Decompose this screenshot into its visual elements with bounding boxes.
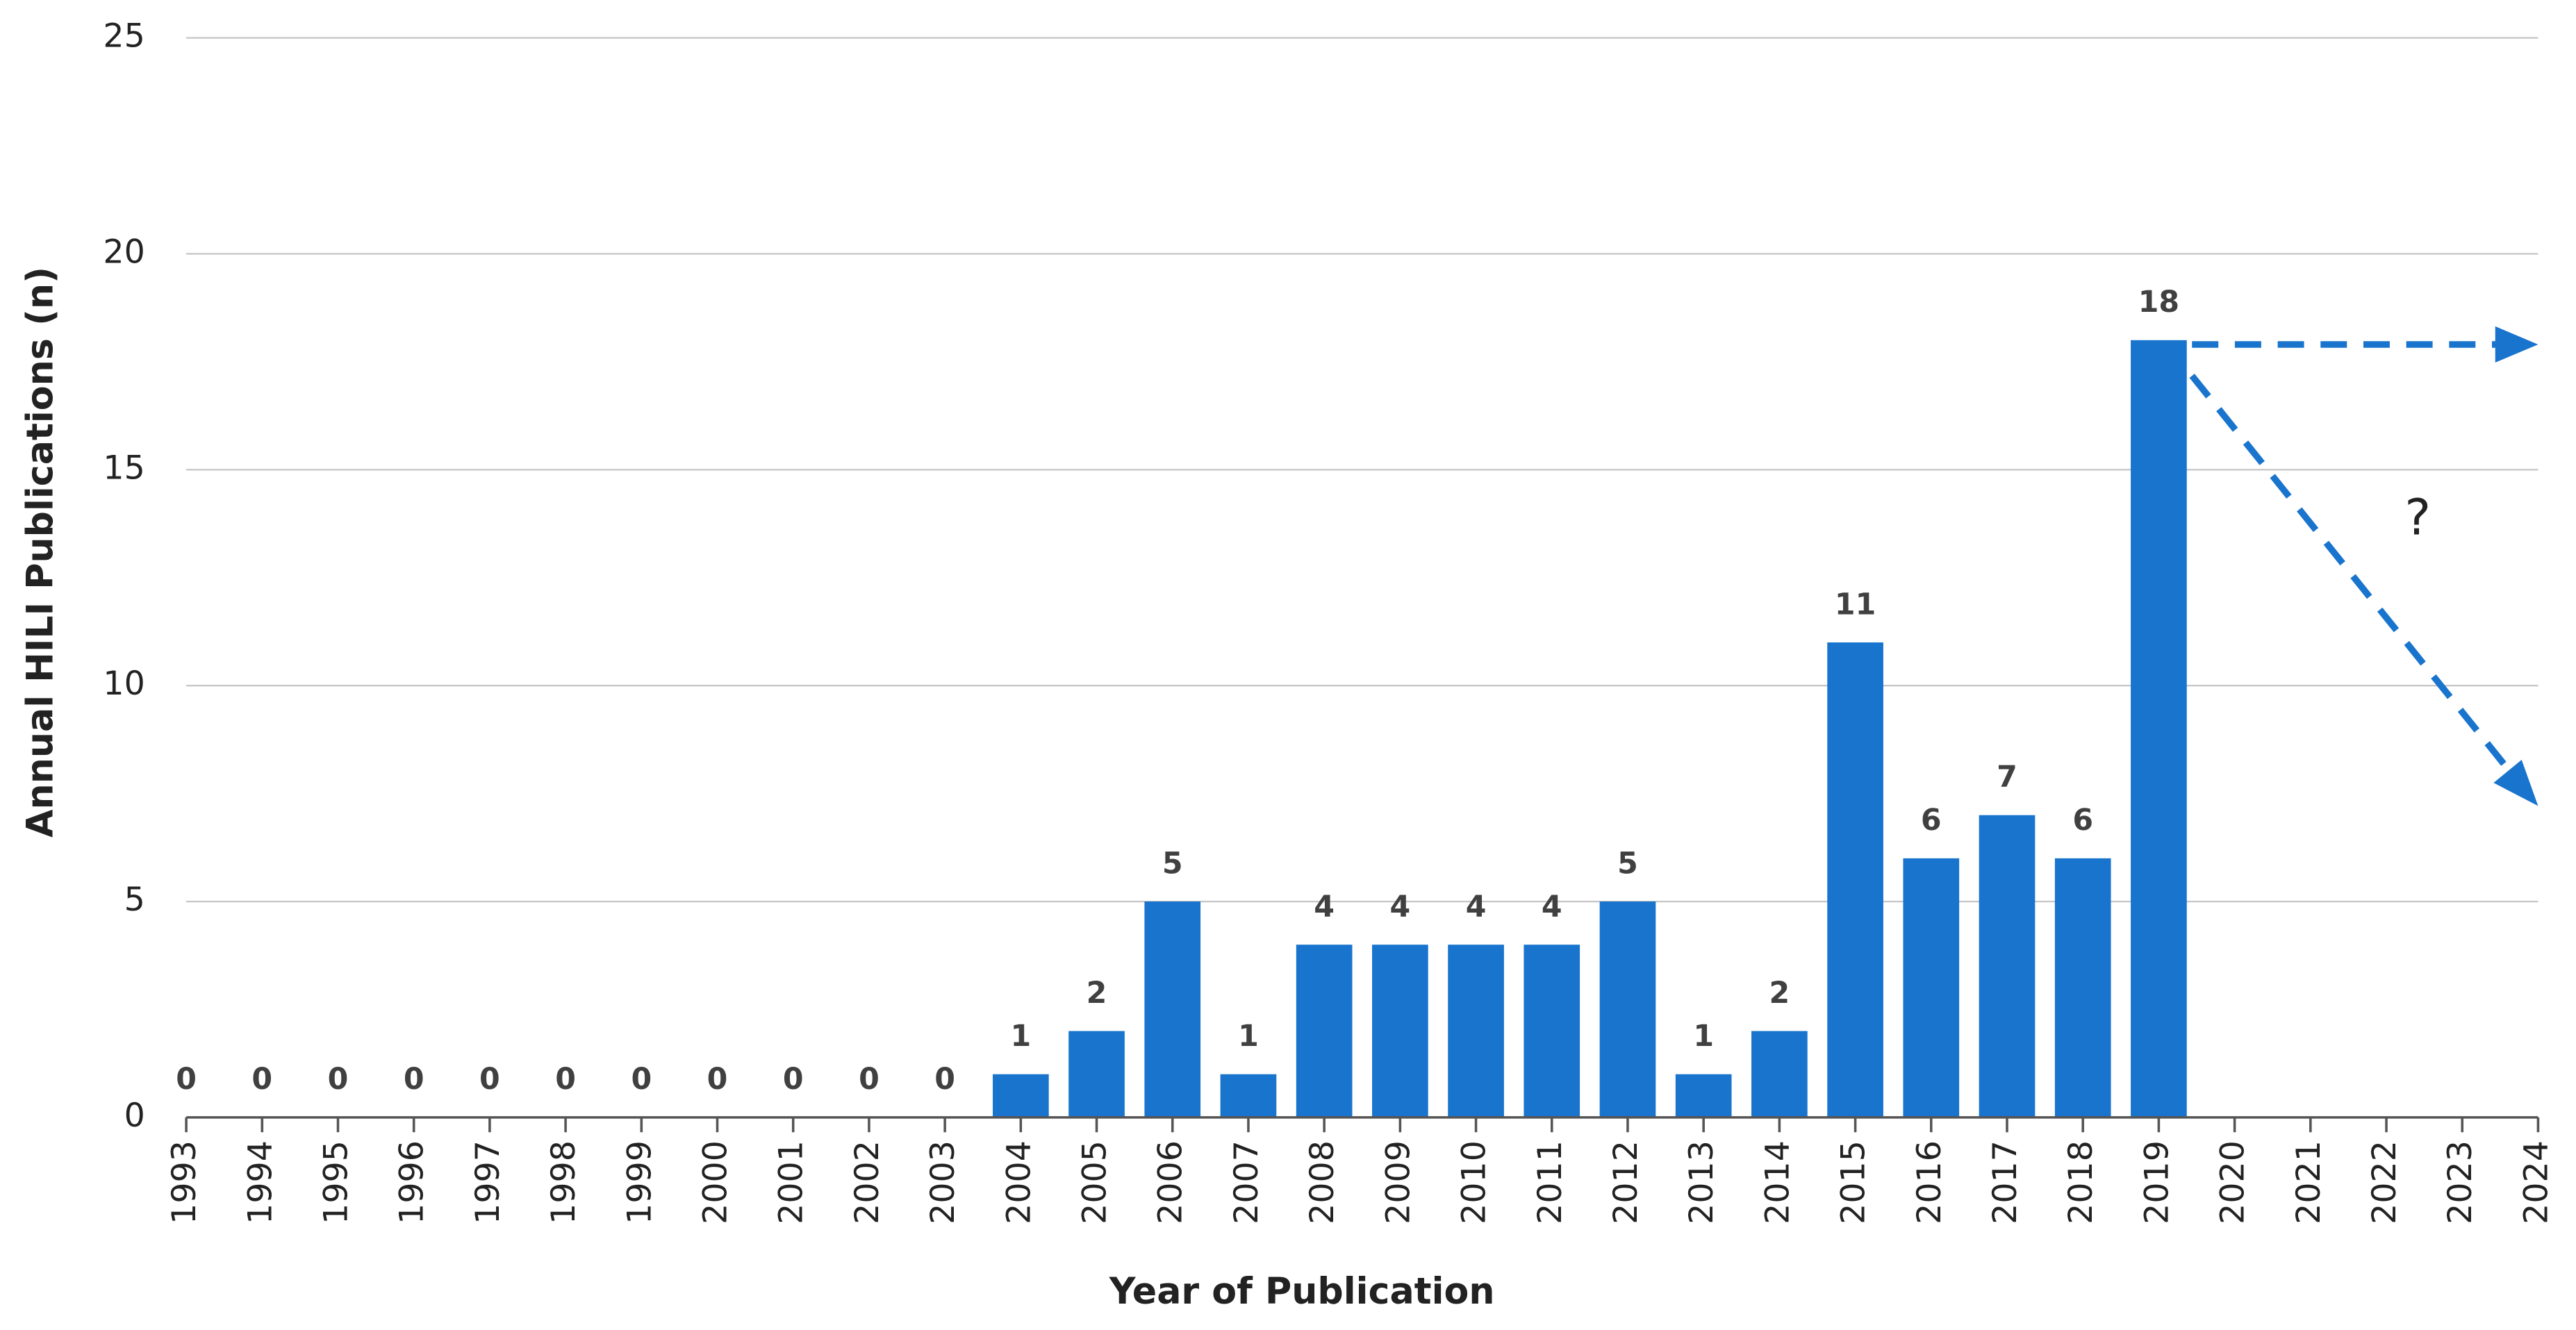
data-label: 6 <box>1921 803 1942 838</box>
y-axis-title: Annual HILI Publications (n) <box>20 267 62 838</box>
data-label: 6 <box>2072 803 2093 838</box>
data-label: 4 <box>1466 889 1487 924</box>
y-tick-label: 10 <box>103 665 145 703</box>
data-label: 0 <box>404 1062 424 1097</box>
x-tick-label: 2017 <box>1986 1140 2024 1224</box>
arrowhead <box>2495 326 2538 363</box>
x-tick-label: 1994 <box>241 1140 279 1224</box>
data-label: 2 <box>1087 976 1107 1011</box>
bar <box>1448 945 1504 1117</box>
x-tick-label: 2006 <box>1152 1140 1190 1224</box>
data-label: 5 <box>1617 846 1638 881</box>
x-tick-label: 2020 <box>2214 1140 2252 1224</box>
data-label: 0 <box>783 1062 804 1097</box>
data-label: 0 <box>934 1062 955 1097</box>
x-tick-label: 1997 <box>469 1140 507 1224</box>
y-tick-label: 15 <box>103 449 145 487</box>
x-tick-label: 2002 <box>848 1140 886 1224</box>
arrow-down <box>2189 374 2511 772</box>
bar <box>1144 901 1201 1117</box>
bar <box>1751 1031 1808 1117</box>
x-tick-label: 1998 <box>545 1140 583 1224</box>
bar <box>1979 815 2036 1117</box>
bar <box>1524 945 1580 1117</box>
bar <box>1675 1074 1732 1117</box>
x-tick-label: 2001 <box>773 1140 811 1224</box>
data-label: 5 <box>1162 846 1183 881</box>
x-tick-label: 2008 <box>1303 1140 1341 1224</box>
data-label: 4 <box>1314 889 1335 924</box>
bar <box>1599 901 1656 1117</box>
x-tick-label: 2014 <box>1758 1140 1797 1224</box>
bar <box>993 1074 1049 1117</box>
x-tick-label: 2019 <box>2138 1140 2176 1224</box>
data-label: 18 <box>2138 285 2179 319</box>
y-tick-label: 20 <box>103 233 145 271</box>
annotation: ? <box>2404 488 2431 546</box>
x-tick-label: 2011 <box>1531 1140 1569 1224</box>
y-tick-label: 5 <box>124 881 145 919</box>
data-label: 4 <box>1542 889 1562 924</box>
projection-arrows <box>2189 326 2538 806</box>
data-label: 1 <box>1693 1019 1714 1054</box>
data-label: 4 <box>1390 889 1411 924</box>
x-tick-label: 2007 <box>1228 1140 1266 1224</box>
x-tick-label: 2016 <box>1910 1140 1949 1224</box>
data-label: 0 <box>555 1062 576 1097</box>
x-tick-label: 1999 <box>620 1140 659 1224</box>
data-label: 0 <box>859 1062 880 1097</box>
data-label: 7 <box>1997 760 2017 795</box>
x-tick-label: 1993 <box>165 1140 204 1224</box>
data-label: 0 <box>251 1062 272 1097</box>
data-label: 0 <box>176 1062 197 1097</box>
x-axis-title: Year of Publication <box>1109 1271 1495 1313</box>
y-tick-label: 25 <box>103 17 145 56</box>
x-tick-label: 2012 <box>1607 1140 1645 1224</box>
data-label: 0 <box>328 1062 349 1097</box>
x-tick-label: 2010 <box>1455 1140 1494 1224</box>
bar <box>1903 858 1960 1117</box>
data-label: 11 <box>1835 587 1876 622</box>
x-tick-label: 2000 <box>697 1140 735 1224</box>
data-label: 0 <box>707 1062 728 1097</box>
bar <box>2131 340 2187 1117</box>
x-tick-label: 2013 <box>1683 1140 1721 1224</box>
bar <box>2054 858 2111 1117</box>
bar <box>1827 642 1883 1117</box>
bar <box>1068 1031 1125 1117</box>
data-label: 2 <box>1769 976 1790 1011</box>
bar <box>1220 1074 1277 1117</box>
x-tick-label: 2018 <box>2062 1140 2100 1224</box>
x-tick-label: 1996 <box>393 1140 431 1224</box>
data-label: 0 <box>631 1062 652 1097</box>
data-label: 1 <box>1010 1019 1031 1054</box>
x-tick-label: 2022 <box>2366 1140 2404 1224</box>
x-tick-label: 2009 <box>1379 1140 1417 1224</box>
bar <box>1296 945 1353 1117</box>
x-tick-label: 1995 <box>317 1140 355 1224</box>
x-tick-label: 2004 <box>1000 1140 1038 1224</box>
data-label: 1 <box>1238 1019 1259 1054</box>
arrowhead <box>2493 759 2538 806</box>
x-tick-label: 2005 <box>1076 1140 1114 1224</box>
x-tick-label: 2015 <box>1835 1140 1873 1224</box>
x-tick-label: 2003 <box>924 1140 962 1224</box>
x-tick-label: 2024 <box>2517 1140 2555 1224</box>
data-label: 0 <box>479 1062 500 1097</box>
x-tick-label: 2023 <box>2441 1140 2479 1224</box>
y-tick-label: 0 <box>124 1097 145 1135</box>
bar <box>1372 945 1428 1117</box>
x-tick-label: 2021 <box>2290 1140 2328 1224</box>
